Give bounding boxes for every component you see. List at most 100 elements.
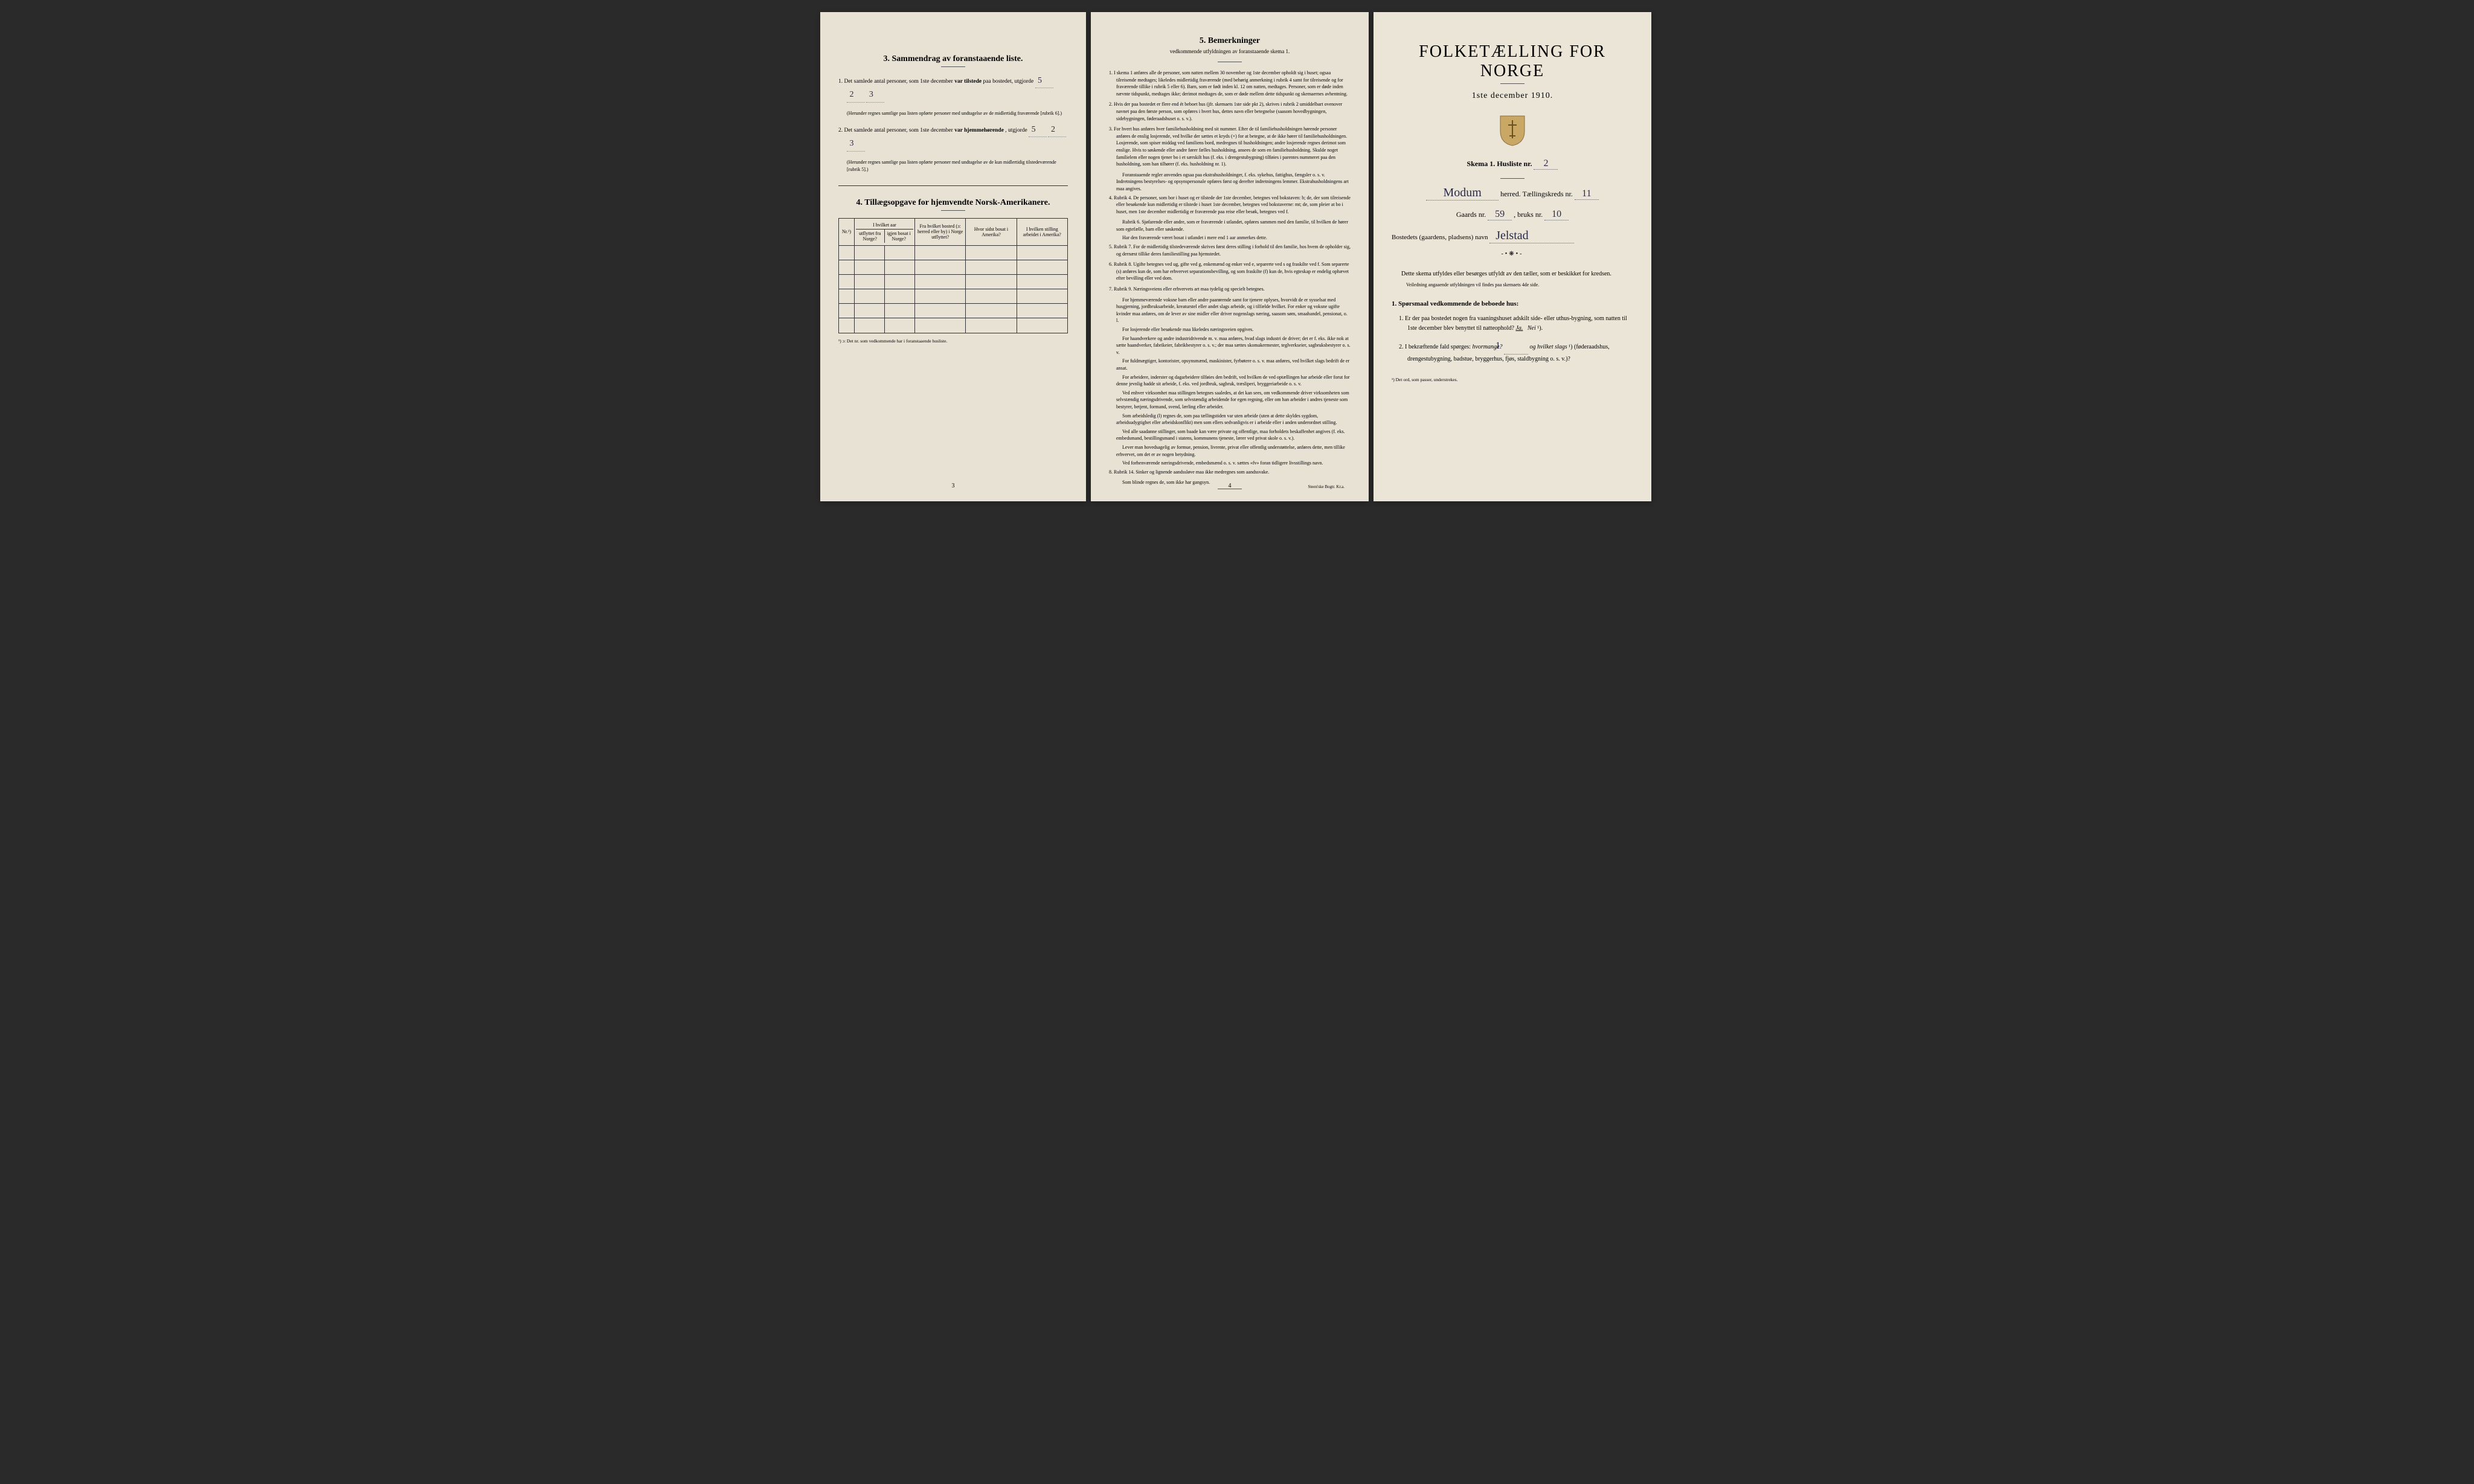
item-1: 1. Det samlede antal personer, som 1ste … <box>838 74 1068 103</box>
main-title: FOLKETÆLLING FOR NORGE <box>1392 42 1633 81</box>
hw-value: 11 <box>1575 188 1599 200</box>
th: utflyttet fra Norge? <box>856 230 885 243</box>
sup: ¹). <box>1537 325 1543 332</box>
hw-value: 2 <box>847 88 865 102</box>
herred-line: Modum herred. Tællingskreds nr. 11 <box>1392 186 1633 201</box>
question-2: 2. I bekræftende fald spørges: hvormange… <box>1392 338 1633 364</box>
item: 6. Rubrik 8. Ugifte betegnes ved ug, gif… <box>1109 261 1351 282</box>
divider <box>1500 83 1525 84</box>
th: I hvilket aar <box>856 221 913 230</box>
para: For hjemmeværende voksne barn eller andr… <box>1109 297 1351 324</box>
page-1-cover: FOLKETÆLLING FOR NORGE 1ste december 191… <box>1374 12 1651 501</box>
th: Hvor sidst bosat i Amerika? <box>966 219 1017 245</box>
table-header: Nr.¹) I hvilket aar utflyttet fra Norge?… <box>839 219 1067 246</box>
question-heading: 1. Spørsmaal vedkommende de beboede hus: <box>1392 299 1633 310</box>
footnote: ¹) ɔ: Det nr. som vedkommende har i fora… <box>838 338 1068 344</box>
text: 1. Det samlede antal personer, som 1ste … <box>838 79 953 85</box>
para: Lever man hovedsagelig av formue, pensio… <box>1109 444 1351 458</box>
section-3: 3. Sammendrag av foranstaaende liste. 1.… <box>838 54 1068 173</box>
para: For haandverkere og andre industridriven… <box>1109 335 1351 356</box>
th: igjen bosat i Norge? <box>885 230 914 243</box>
footnote: ¹) Det ord, som passer, understrekes. <box>1392 376 1633 384</box>
text-italic: og hvilket slags <box>1529 344 1567 350</box>
th-group: I hvilket aar utflyttet fra Norge? igjen… <box>855 219 915 245</box>
divider <box>838 185 1068 186</box>
hw-value: 1 <box>1504 338 1528 355</box>
section-4: 4. Tillægsopgave for hjemvendte Norsk-Am… <box>838 198 1068 344</box>
table-row <box>839 246 1067 260</box>
label: , bruks nr. <box>1514 210 1543 219</box>
divider <box>941 210 965 211</box>
coat-of-arms-icon <box>1497 113 1528 146</box>
para: Ved alle saadanne stillinger, som baade … <box>1109 428 1351 442</box>
section-4-title: 4. Tillægsopgave for hjemvendte Norsk-Am… <box>838 198 1068 208</box>
th: Fra hvilket bosted (ɔ: herred eller by) … <box>915 219 966 245</box>
label: Gaards nr. <box>1456 210 1486 219</box>
para: For losjerende eller besøkende maa likel… <box>1109 326 1351 333</box>
answer-ja: Ja. <box>1515 325 1523 332</box>
para: Ved enhver virksomhet maa stillingen bet… <box>1109 390 1351 411</box>
item: 4. Rubrik 4. De personer, som bor i huse… <box>1109 194 1351 216</box>
item: 8. Rubrik 14. Sinker og lignende aandssl… <box>1109 469 1351 476</box>
para: Har den fraværende været bosat i utlande… <box>1109 234 1351 242</box>
hw-value: Jelstad <box>1489 229 1574 243</box>
question-1: 1. Er der paa bostedet nogen fra vaaning… <box>1392 314 1633 333</box>
para: For fuldmægtiger, kontorister, opsynsmæn… <box>1109 358 1351 371</box>
hw-value: Modum <box>1426 186 1499 201</box>
sup: ¹) <box>1569 344 1572 350</box>
answer-nei: Nei <box>1528 325 1536 332</box>
para: Foranstaaende regler anvendes ogsaa paa … <box>1109 172 1351 193</box>
text: 1. Er der paa bostedet nogen fra vaaning… <box>1399 315 1627 332</box>
hw-value: 59 <box>1488 209 1512 220</box>
section-3-title: 3. Sammendrag av foranstaaende liste. <box>838 54 1068 64</box>
th: I hvilken stilling arbeidet i Amerika? <box>1017 219 1067 245</box>
item: 2. Hvis der paa bostedet er flere end ét… <box>1109 101 1351 122</box>
intro-note: Veiledning angaaende utfyldningen vil fi… <box>1392 281 1633 289</box>
para: Ved forhenværende næringsdrivende, embed… <box>1109 460 1351 467</box>
table-row <box>839 304 1067 318</box>
text-bold: var tilstede <box>954 79 982 85</box>
gaards-line: Gaards nr. 59 , bruks nr. 10 <box>1392 209 1633 220</box>
text: 2. I bekræftende fald spørges: <box>1399 344 1471 350</box>
para: Rubrik 6. Sjøfarende eller andre, som er… <box>1109 219 1351 233</box>
page-3: 3. Sammendrag av foranstaaende liste. 1.… <box>820 12 1086 501</box>
table-row <box>839 260 1067 275</box>
item: 1. I skema 1 anføres alle de personer, s… <box>1109 69 1351 97</box>
th-nr: Nr.¹) <box>839 219 855 245</box>
section-5-subtitle: vedkommende utfyldningen av foranstaaend… <box>1109 48 1351 54</box>
label: Skema 1. Husliste nr. <box>1467 159 1532 168</box>
label: herred. Tællingskreds nr. <box>1500 190 1573 198</box>
hw-value: 5 <box>1035 74 1053 88</box>
hw-value: 3 <box>866 88 884 102</box>
divider <box>1500 178 1525 179</box>
hw-value: 2 <box>1048 123 1066 137</box>
hw-value: 2 <box>1534 158 1558 170</box>
para: For arbeidere, inderster og dagarbeidere… <box>1109 374 1351 388</box>
item-2: 2. Det samlede antal personer, som 1ste … <box>838 123 1068 152</box>
divider <box>941 66 965 67</box>
item: 7. Rubrik 9. Næringsveiens eller erhverv… <box>1109 286 1351 293</box>
text-bold: var hjemmehørende <box>954 127 1004 133</box>
page-number: 3 <box>952 483 955 489</box>
cover-body: Dette skema utfyldes eller besørges utfy… <box>1392 269 1633 384</box>
table-row <box>839 318 1067 333</box>
hw-value: 3 <box>847 137 865 151</box>
table: Nr.¹) I hvilket aar utflyttet fra Norge?… <box>838 218 1068 333</box>
intro-text: Dette skema utfyldes eller besørges utfy… <box>1392 269 1633 279</box>
page-number: 4 <box>1229 483 1232 489</box>
printer-mark: Steen'ske Bogtr. Kr.a. <box>1308 484 1345 489</box>
text: paa bostedet, utgjorde <box>983 79 1034 85</box>
text: , utgjorde <box>1005 127 1027 133</box>
item-2-note: (Herunder regnes samtlige paa listen opf… <box>838 159 1068 173</box>
skema-line: Skema 1. Husliste nr. 2 <box>1392 158 1633 170</box>
document-spread: 3. Sammendrag av foranstaaende liste. 1.… <box>820 12 1654 501</box>
hw-value: 5 <box>1029 123 1047 137</box>
item: 3. For hvert hus anføres hver familiehus… <box>1109 126 1351 168</box>
decoration: -•❋•- <box>1392 251 1633 257</box>
table-row <box>839 275 1067 289</box>
hw-value: 10 <box>1544 209 1569 220</box>
label: Bostedets (gaardens, pladsens) navn <box>1392 234 1488 241</box>
para: Som arbeidsledig (l) regnes de, som paa … <box>1109 413 1351 426</box>
table-row <box>839 289 1067 304</box>
item-1-note: (Herunder regnes samtlige paa listen opf… <box>838 110 1068 117</box>
